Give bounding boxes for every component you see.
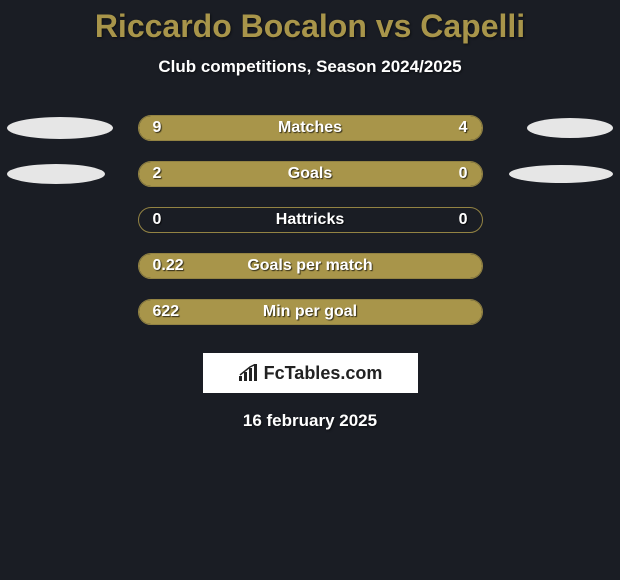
- stat-label: Hattricks: [276, 211, 344, 229]
- bar-left: [139, 162, 400, 186]
- bar-track: 0 0 Hattricks: [138, 207, 483, 233]
- right-value: 4: [459, 119, 468, 137]
- stat-label: Matches: [278, 119, 342, 137]
- comparison-rows: 9 4 Matches 2 0 Goals 0 0 Hattricks 0.22 Goals per…: [0, 105, 620, 335]
- bar-track: 2 0 Goals: [138, 161, 483, 187]
- left-value: 2: [153, 165, 162, 183]
- stat-row: 0.22 Goals per match: [0, 243, 620, 289]
- stat-label: Min per goal: [263, 303, 357, 321]
- bar-track: 622 Min per goal: [138, 299, 483, 325]
- left-ellipse: [7, 117, 113, 139]
- date-label: 16 february 2025: [0, 411, 620, 431]
- right-value: 0: [459, 165, 468, 183]
- chart-icon: [238, 364, 260, 382]
- right-value: 0: [459, 211, 468, 229]
- stat-row: 2 0 Goals: [0, 151, 620, 197]
- page-title: Riccardo Bocalon vs Capelli: [0, 8, 620, 45]
- stat-row: 9 4 Matches: [0, 105, 620, 151]
- brand-badge[interactable]: FcTables.com: [203, 353, 418, 393]
- comparison-widget: Riccardo Bocalon vs Capelli Club competi…: [0, 0, 620, 431]
- brand-label: FcTables.com: [264, 363, 383, 384]
- left-value: 622: [153, 303, 180, 321]
- subtitle: Club competitions, Season 2024/2025: [0, 57, 620, 77]
- bar-track: 9 4 Matches: [138, 115, 483, 141]
- stat-label: Goals per match: [247, 257, 372, 275]
- left-value: 0.22: [153, 257, 184, 275]
- stat-label: Goals: [288, 165, 332, 183]
- left-value: 0: [153, 211, 162, 229]
- stat-row: 0 0 Hattricks: [0, 197, 620, 243]
- stat-row: 622 Min per goal: [0, 289, 620, 335]
- bar-right: [399, 162, 481, 186]
- bar-track: 0.22 Goals per match: [138, 253, 483, 279]
- left-ellipse: [7, 164, 105, 184]
- left-value: 9: [153, 119, 162, 137]
- right-ellipse: [527, 118, 613, 138]
- right-ellipse: [509, 165, 613, 183]
